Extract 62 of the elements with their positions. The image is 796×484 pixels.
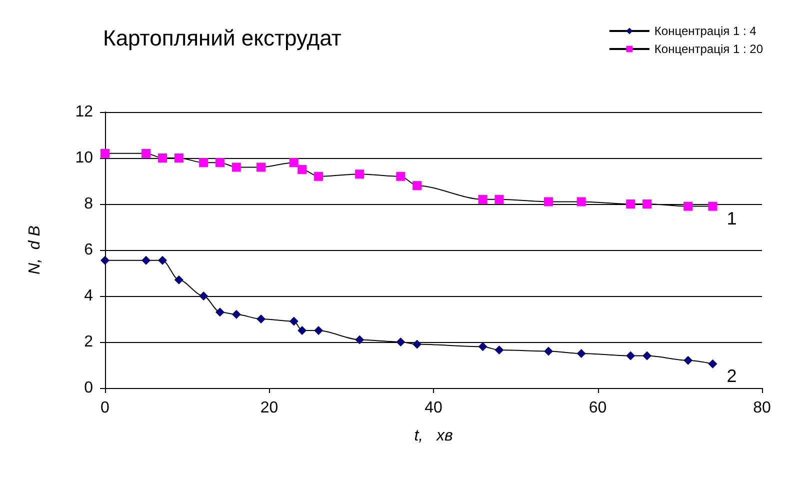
y-tick-label: 2 <box>84 334 94 350</box>
x-tick-label: 20 <box>260 400 278 416</box>
point <box>215 308 224 317</box>
y-axis-title: N, d B <box>26 225 44 274</box>
legend-label: Концентрація 1 : 4 <box>654 24 757 38</box>
point <box>199 158 208 168</box>
point <box>142 148 151 158</box>
point <box>314 326 324 335</box>
point <box>142 256 151 265</box>
point <box>174 154 184 162</box>
y-tick-label: 4 <box>84 288 94 304</box>
x-tick-label: 60 <box>588 400 607 416</box>
point <box>494 194 504 204</box>
point <box>412 181 422 190</box>
point <box>642 351 652 360</box>
point <box>478 194 488 204</box>
y-tick-label: 8 <box>84 196 94 212</box>
annotation: 2 <box>726 366 737 386</box>
point <box>708 202 718 211</box>
point <box>289 158 298 168</box>
point <box>289 316 298 326</box>
x-tick-label: 40 <box>424 400 442 416</box>
point <box>100 256 110 265</box>
x-tick-label: 0 <box>100 400 110 416</box>
point <box>355 335 364 344</box>
point <box>478 342 488 352</box>
point <box>232 162 241 172</box>
point <box>396 338 406 346</box>
chart-title: Картопляний екструдат <box>103 26 342 50</box>
point <box>314 172 324 181</box>
point <box>355 170 364 179</box>
point <box>576 349 586 358</box>
point <box>544 346 553 356</box>
point <box>576 197 586 206</box>
point <box>544 197 553 206</box>
point <box>684 202 693 211</box>
point <box>174 275 184 284</box>
point <box>684 356 693 365</box>
x-axis-title: t, хв <box>414 428 453 444</box>
point <box>626 200 636 208</box>
point <box>256 162 266 172</box>
point <box>642 200 652 208</box>
y-tick-label: 6 <box>84 242 94 258</box>
y-tick-label: 10 <box>75 150 94 166</box>
point <box>412 340 422 349</box>
point <box>256 314 266 324</box>
y-tick-label: 12 <box>75 104 94 120</box>
x-tick-label: 80 <box>753 400 771 416</box>
point <box>158 256 167 265</box>
point <box>298 165 307 174</box>
point <box>298 326 307 335</box>
annotation: 1 <box>726 208 737 228</box>
point <box>158 154 167 162</box>
point <box>396 172 406 181</box>
point <box>708 359 718 368</box>
point <box>199 292 208 300</box>
legend-label: Концентрація 1 : 20 <box>654 42 764 56</box>
y-tick-label: 0 <box>84 380 94 396</box>
point <box>232 310 241 319</box>
point <box>626 351 636 360</box>
point <box>215 158 224 168</box>
point <box>494 346 504 355</box>
